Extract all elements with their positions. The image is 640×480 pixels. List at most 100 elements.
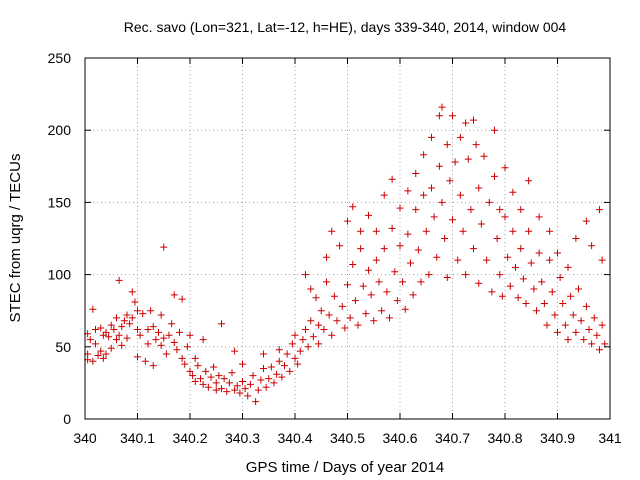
data-point xyxy=(157,341,165,349)
data-point xyxy=(304,343,312,351)
data-point xyxy=(330,292,338,300)
data-point xyxy=(275,346,283,354)
data-point xyxy=(582,217,590,225)
data-point xyxy=(422,227,430,235)
data-point xyxy=(115,331,123,339)
x-tick-label: 340.5 xyxy=(330,430,365,446)
data-point xyxy=(582,302,590,310)
data-point xyxy=(231,386,239,394)
data-point xyxy=(233,382,241,390)
data-point xyxy=(370,317,378,325)
data-point xyxy=(491,126,498,134)
data-point xyxy=(401,305,409,313)
data-point xyxy=(409,291,417,299)
data-point xyxy=(162,350,170,358)
data-point xyxy=(372,227,380,235)
data-point xyxy=(475,279,483,287)
y-axis-ticks: 0 50 100 150 200 250 xyxy=(48,50,610,427)
data-point xyxy=(144,340,152,348)
data-point xyxy=(141,357,149,365)
data-point xyxy=(569,311,577,319)
data-point xyxy=(538,278,546,286)
data-point xyxy=(449,112,456,120)
data-point xyxy=(386,314,393,322)
data-point xyxy=(428,184,435,192)
y-tick-label: 150 xyxy=(48,194,72,210)
data-point xyxy=(165,331,173,339)
data-point xyxy=(212,379,220,387)
y-tick-label: 250 xyxy=(48,50,72,66)
data-point xyxy=(328,227,336,235)
data-point xyxy=(514,294,522,302)
data-point xyxy=(561,321,569,329)
data-point xyxy=(302,325,309,333)
data-point xyxy=(435,162,443,170)
data-point xyxy=(556,273,564,281)
data-point xyxy=(349,260,357,268)
data-point xyxy=(567,292,575,300)
data-point xyxy=(554,249,561,257)
data-point xyxy=(246,380,254,388)
data-point xyxy=(522,299,530,307)
data-point xyxy=(183,343,191,351)
data-point xyxy=(220,375,228,383)
data-point xyxy=(249,372,257,380)
data-point xyxy=(212,386,220,394)
data-point xyxy=(92,325,99,333)
data-point xyxy=(107,321,115,329)
x-tick-label: 340.6 xyxy=(382,430,417,446)
y-axis-label: STEC from uqrg / TECUs xyxy=(7,154,24,323)
data-points xyxy=(84,103,609,406)
x-tick-label: 340.3 xyxy=(225,430,260,446)
x-tick-label: 340.9 xyxy=(540,430,575,446)
data-point xyxy=(464,155,472,163)
data-point xyxy=(218,385,225,393)
data-point xyxy=(336,242,344,250)
data-point xyxy=(454,256,462,264)
data-point xyxy=(134,307,141,315)
data-point xyxy=(278,373,286,381)
data-point xyxy=(441,235,449,242)
data-point xyxy=(89,305,97,313)
data-point xyxy=(202,367,210,375)
data-point xyxy=(262,383,270,391)
data-point xyxy=(378,307,386,315)
data-point xyxy=(572,235,580,242)
data-point xyxy=(186,331,194,339)
data-point xyxy=(391,268,399,276)
data-point xyxy=(491,172,498,180)
data-point xyxy=(89,357,97,365)
data-point xyxy=(307,317,315,325)
data-point xyxy=(598,321,606,329)
data-point xyxy=(207,373,215,381)
data-point xyxy=(315,321,323,329)
data-point xyxy=(551,311,559,319)
data-point xyxy=(210,363,218,371)
data-point xyxy=(512,263,519,271)
data-point xyxy=(325,311,333,319)
data-point xyxy=(493,235,501,242)
data-point xyxy=(533,307,540,315)
data-point xyxy=(236,389,244,397)
data-point xyxy=(380,245,388,253)
data-point xyxy=(218,320,225,328)
data-point xyxy=(443,273,451,281)
chart-title: Rec. savo (Lon=321, Lat=-12, h=HE), days… xyxy=(124,19,567,35)
y-tick-label: 50 xyxy=(55,339,71,355)
data-point xyxy=(438,103,446,111)
data-point xyxy=(404,230,412,238)
data-point xyxy=(123,311,131,319)
data-point xyxy=(575,285,582,293)
x-axis-label: GPS time / Days of year 2014 xyxy=(246,459,444,476)
data-point xyxy=(372,256,380,264)
data-point xyxy=(267,363,275,371)
data-point xyxy=(365,266,372,274)
data-point xyxy=(160,334,168,342)
data-point xyxy=(102,328,110,336)
data-point xyxy=(252,398,260,406)
data-point xyxy=(320,325,328,333)
data-point xyxy=(362,310,370,318)
data-point xyxy=(501,164,509,172)
data-point xyxy=(585,325,593,333)
